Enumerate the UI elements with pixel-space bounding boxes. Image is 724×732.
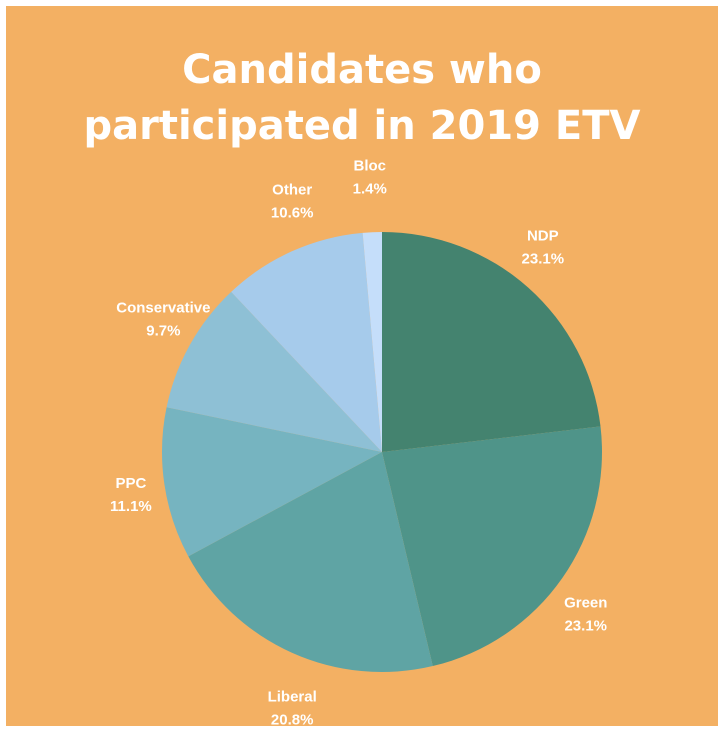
chart-title-line-1: Candidates who xyxy=(182,47,542,93)
slice-label-conservative: Conservative xyxy=(116,299,210,316)
pie-slice-ppc xyxy=(162,407,382,557)
slice-label-bloc: Bloc xyxy=(353,157,386,174)
slice-label-ndp: NDP xyxy=(527,227,559,244)
pie-slice-liberal xyxy=(188,452,433,672)
pie-slice-ndp xyxy=(382,232,601,452)
slice-value-bloc: 1.4% xyxy=(353,180,387,197)
slice-value-green: 23.1% xyxy=(564,617,607,634)
chart-title-line-2: participated in 2019 ETV xyxy=(83,103,641,149)
chart-card: Candidates who participated in 2019 ETV … xyxy=(6,6,718,726)
slice-label-green: Green xyxy=(564,594,607,611)
slice-label-other: Other xyxy=(272,181,312,198)
chart-title: Candidates who participated in 2019 ETV xyxy=(6,42,718,154)
slice-value-liberal: 20.8% xyxy=(271,712,314,726)
pie-slice-green xyxy=(382,426,602,667)
pie-slice-bloc xyxy=(362,232,382,452)
pie-chart: NDP 23.1% Green 23.1% Liberal 20.8% PPC 11.1% Co… xyxy=(110,157,607,726)
slice-label-liberal: Liberal xyxy=(268,689,317,706)
slice-value-ppc: 11.1% xyxy=(110,498,152,515)
pie-slice-conservative xyxy=(166,291,382,452)
slice-value-other: 10.6% xyxy=(271,204,314,221)
slice-label-ppc: PPC xyxy=(115,475,146,492)
pie-slice-other xyxy=(231,232,382,452)
slice-value-conservative: 9.7% xyxy=(146,322,180,339)
slice-value-ndp: 23.1% xyxy=(522,250,565,267)
